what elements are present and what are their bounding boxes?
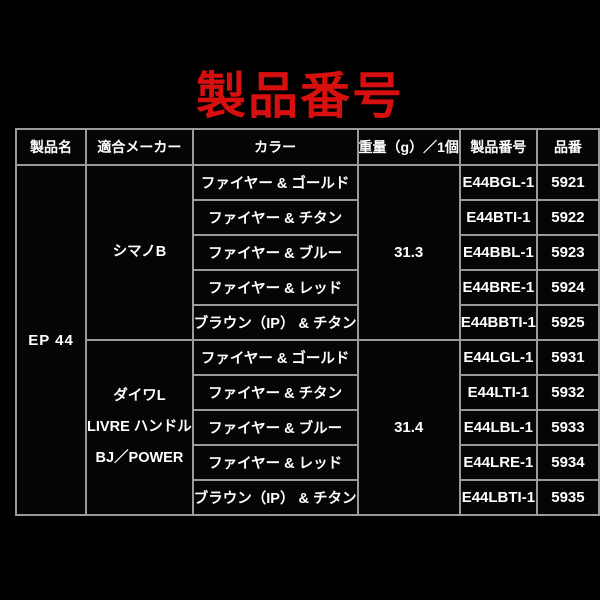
part-no-cell: 5924 [535, 269, 600, 306]
product-spec-table: 製品名 適合メーカー カラー 重量（g）／1個 製品番号 品番 EP 44 シマ… [14, 128, 600, 516]
product-no-cell: E44BBL-1 [458, 234, 538, 271]
part-no-cell: 5934 [535, 444, 600, 481]
header-product-number: 製品番号 [458, 128, 538, 166]
page-title: 製品番号 [196, 68, 404, 124]
table-row: ファイヤー & ブルー E44BBL-1 5923 [16, 234, 600, 271]
color-cell: ファイヤー & ブルー [191, 234, 359, 271]
header-weight: 重量（g）／1個 [356, 128, 461, 166]
part-no-cell: 5931 [535, 339, 600, 376]
table-row: EP 44 シマノB ファイヤー & ゴールド 31.3 E44BGL-1 59… [14, 164, 600, 516]
table-row: ダイワL LIVRE ハンドル BJ／POWER ファイヤー & ゴールド 31… [16, 339, 600, 516]
part-no-cell: 5925 [535, 304, 600, 341]
table-row: ファイヤー & レッド E44BRE-1 5924 [16, 269, 600, 306]
table-row: ファイヤー & ブルー E44LBL-1 5933 [16, 409, 600, 446]
product-no-cell: E44BRE-1 [458, 269, 538, 306]
color-cell: ファイヤー & レッド [191, 444, 359, 481]
color-cell: ブラウン（IP） & チタン [191, 479, 359, 516]
part-no-cell: 5932 [535, 374, 600, 411]
maker-line: ダイワL [113, 388, 166, 404]
maker-cell-shimano: シマノB [85, 164, 194, 341]
table-row: ファイヤー & チタン E44LTI-1 5932 [16, 374, 600, 411]
product-name-cell: EP 44 [14, 164, 88, 516]
weight-cell: 31.3 [356, 164, 461, 341]
maker-line: LIVRE ハンドル [87, 419, 192, 435]
part-no-cell: 5922 [535, 199, 600, 236]
product-no-cell: E44LTI-1 [458, 374, 538, 411]
part-no-cell: 5935 [535, 479, 600, 516]
table-row: ファイヤー & チタン E44BTI-1 5922 [16, 199, 600, 236]
maker-line: シマノB [112, 244, 167, 260]
product-no-cell: E44LBTI-1 [458, 479, 538, 516]
table-row: ブラウン（IP） & チタン E44BBTI-1 5925 [16, 304, 600, 341]
header-part-number: 品番 [535, 128, 600, 166]
table-header-row: 製品名 適合メーカー カラー 重量（g）／1個 製品番号 品番 [14, 128, 600, 166]
color-cell: ファイヤー & レッド [191, 269, 359, 306]
part-no-cell: 5933 [535, 409, 600, 446]
color-cell: ファイヤー & チタン [191, 374, 359, 411]
color-cell: ファイヤー & ゴールド [191, 164, 359, 201]
part-no-cell: 5923 [535, 234, 600, 271]
product-no-cell: E44LGL-1 [458, 339, 538, 376]
color-cell: ファイヤー & ブルー [191, 409, 359, 446]
table-row: ブラウン（IP） & チタン E44LBTI-1 5935 [16, 479, 600, 516]
part-no-cell: 5921 [535, 164, 600, 201]
product-no-cell: E44BBTI-1 [458, 304, 538, 341]
table-row: ファイヤー & レッド E44LRE-1 5934 [16, 444, 600, 481]
color-cell: ブラウン（IP） & チタン [191, 304, 359, 341]
maker-cell-daiwa: ダイワL LIVRE ハンドル BJ／POWER [85, 339, 194, 516]
color-cell: ファイヤー & チタン [191, 199, 359, 236]
maker-line: BJ／POWER [95, 450, 184, 466]
product-no-cell: E44BTI-1 [458, 199, 538, 236]
header-color: カラー [191, 128, 359, 166]
header-product-name: 製品名 [14, 128, 88, 166]
product-no-cell: E44LBL-1 [458, 409, 538, 446]
header-maker: 適合メーカー [85, 128, 194, 166]
color-cell: ファイヤー & ゴールド [191, 339, 359, 376]
product-no-cell: E44BGL-1 [458, 164, 538, 201]
weight-cell: 31.4 [356, 339, 461, 516]
product-no-cell: E44LRE-1 [458, 444, 538, 481]
